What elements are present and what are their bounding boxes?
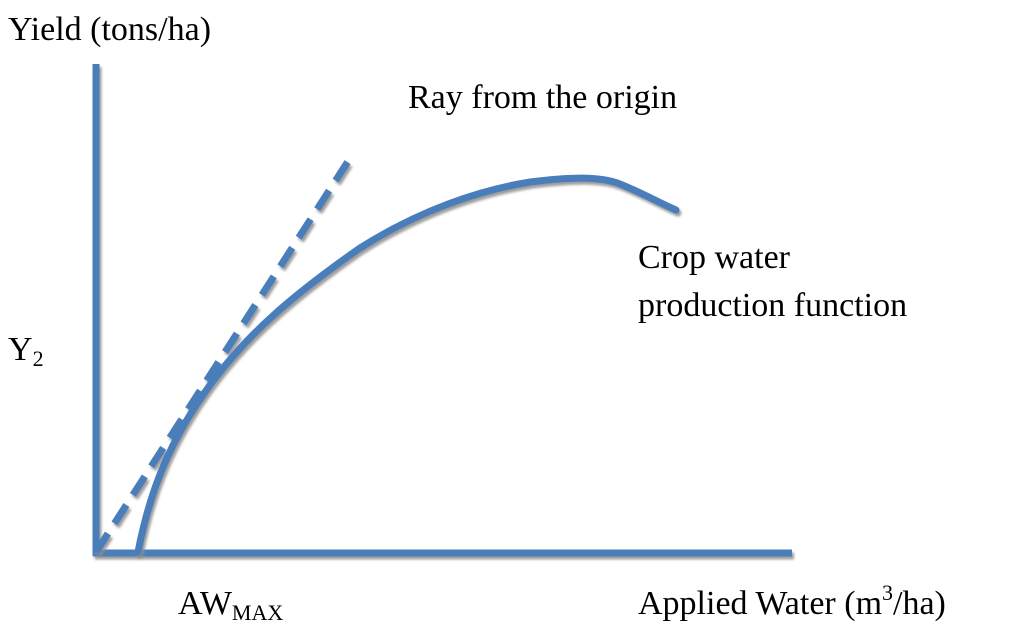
crop-function-label-line2: production function <box>638 287 907 324</box>
awmax-label: AWMAX <box>178 585 283 625</box>
x-axis-label: Applied Water (m3/ha) <box>638 580 946 622</box>
y-axis-label: Yield (tons/ha) <box>8 11 211 48</box>
axes <box>92 64 792 557</box>
crop-water-production-curve <box>134 174 680 556</box>
ray-from-origin-line <box>93 150 357 554</box>
ray-label: Ray from the origin <box>408 79 677 116</box>
y2-label: Y2 <box>8 331 44 371</box>
crop-function-label-line1: Crop water <box>638 239 791 276</box>
